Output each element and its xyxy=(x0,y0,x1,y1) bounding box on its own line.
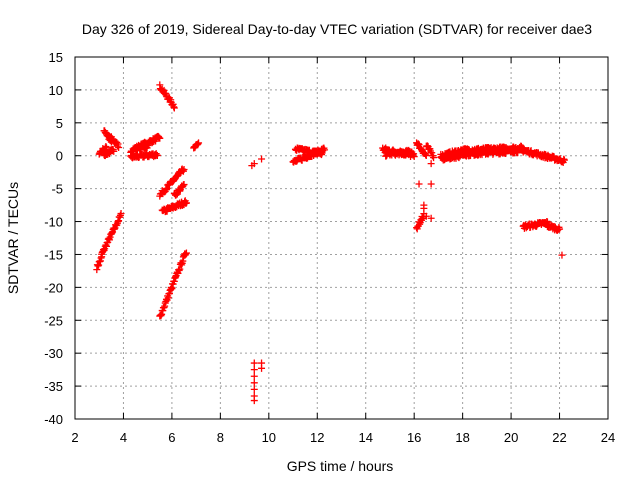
plot-frame xyxy=(74,56,609,420)
y-tick-label: 5 xyxy=(56,116,63,131)
grid xyxy=(75,57,608,419)
data-point xyxy=(258,155,266,163)
data-point xyxy=(250,372,258,380)
x-tick-label: 8 xyxy=(217,430,224,445)
y-tick-label: -15 xyxy=(44,247,63,262)
chart-title: Day 326 of 2019, Sidereal Day-to-day VTE… xyxy=(82,21,592,37)
data-point xyxy=(430,154,438,162)
x-tick-label: 4 xyxy=(120,430,127,445)
data-point xyxy=(560,156,568,164)
data-points xyxy=(93,81,568,405)
x-tick-label: 2 xyxy=(71,430,78,445)
data-point xyxy=(250,160,258,168)
data-point xyxy=(422,212,430,220)
y-tick-label: -25 xyxy=(44,313,63,328)
x-tick-label: 6 xyxy=(168,430,175,445)
y-tick-label: -10 xyxy=(44,215,63,230)
data-point xyxy=(144,141,152,149)
x-tick-label: 18 xyxy=(455,430,469,445)
data-point xyxy=(115,144,123,152)
data-point xyxy=(427,214,435,222)
x-tick-label: 14 xyxy=(358,430,372,445)
data-point xyxy=(408,148,416,156)
data-point xyxy=(427,160,435,168)
y-tick-labels: -40 -35 -30 -25 -20 -15 -10 -5 0 5 10 15 xyxy=(44,50,63,427)
data-point xyxy=(182,249,190,257)
data-point xyxy=(410,153,418,161)
data-point xyxy=(420,204,428,212)
y-tick-label: -20 xyxy=(44,280,63,295)
data-point xyxy=(318,149,326,157)
x-tick-label: 20 xyxy=(504,430,518,445)
x-tick-label: 16 xyxy=(407,430,421,445)
data-point xyxy=(153,151,161,159)
y-tick-label: -40 xyxy=(44,412,63,427)
y-tick-label: 10 xyxy=(49,83,63,98)
x-axis-label: GPS time / hours xyxy=(287,458,394,474)
data-point xyxy=(180,181,188,189)
data-point xyxy=(182,199,190,207)
data-point xyxy=(258,364,266,372)
x-tick-label: 10 xyxy=(262,430,276,445)
data-point xyxy=(415,180,423,188)
data-point xyxy=(250,366,258,374)
x-tick-label: 24 xyxy=(601,430,615,445)
data-point xyxy=(556,225,564,233)
x-tick-label: 22 xyxy=(552,430,566,445)
data-point xyxy=(250,397,258,405)
data-point xyxy=(180,166,188,174)
data-point xyxy=(170,104,178,112)
data-point xyxy=(156,134,164,142)
data-point xyxy=(250,359,258,367)
data-point xyxy=(250,385,258,393)
y-tick-label: -35 xyxy=(44,379,63,394)
data-point xyxy=(422,152,430,160)
y-tick-label: -5 xyxy=(51,182,63,197)
data-point xyxy=(417,216,425,224)
y-tick-label: 15 xyxy=(49,50,63,65)
y-tick-label: -30 xyxy=(44,346,63,361)
data-point xyxy=(195,139,203,147)
data-point xyxy=(117,209,125,217)
axis-ticks xyxy=(74,56,609,420)
data-point xyxy=(427,180,435,188)
x-tick-labels: 2 4 6 8 10 12 14 16 18 20 22 24 xyxy=(71,430,615,445)
y-axis-label: SDTVAR / TECUs xyxy=(5,182,21,294)
x-tick-label: 12 xyxy=(310,430,324,445)
data-point xyxy=(250,379,258,387)
data-point xyxy=(558,251,566,259)
data-point xyxy=(110,147,118,155)
y-tick-label: 0 xyxy=(56,149,63,164)
